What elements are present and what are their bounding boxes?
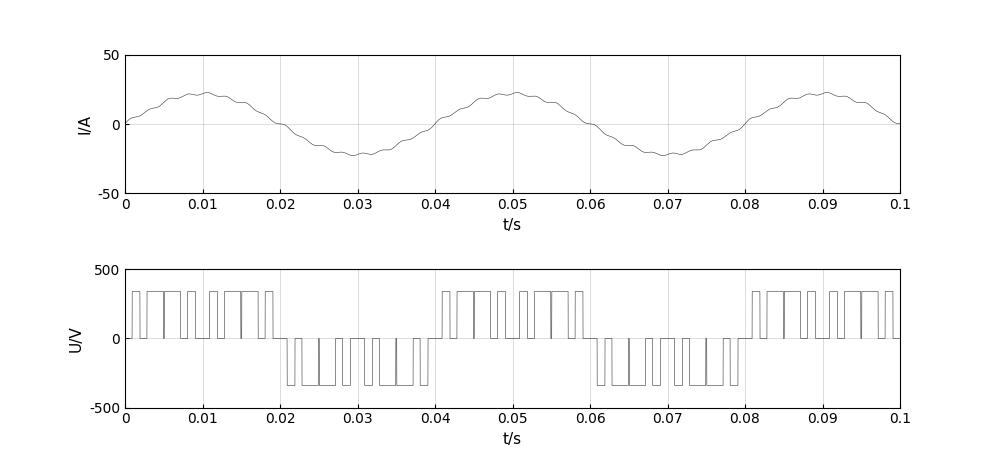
- Y-axis label: I/A: I/A: [77, 114, 92, 134]
- X-axis label: t/s: t/s: [503, 432, 522, 447]
- X-axis label: t/s: t/s: [503, 218, 522, 233]
- Y-axis label: U/V: U/V: [68, 325, 83, 352]
